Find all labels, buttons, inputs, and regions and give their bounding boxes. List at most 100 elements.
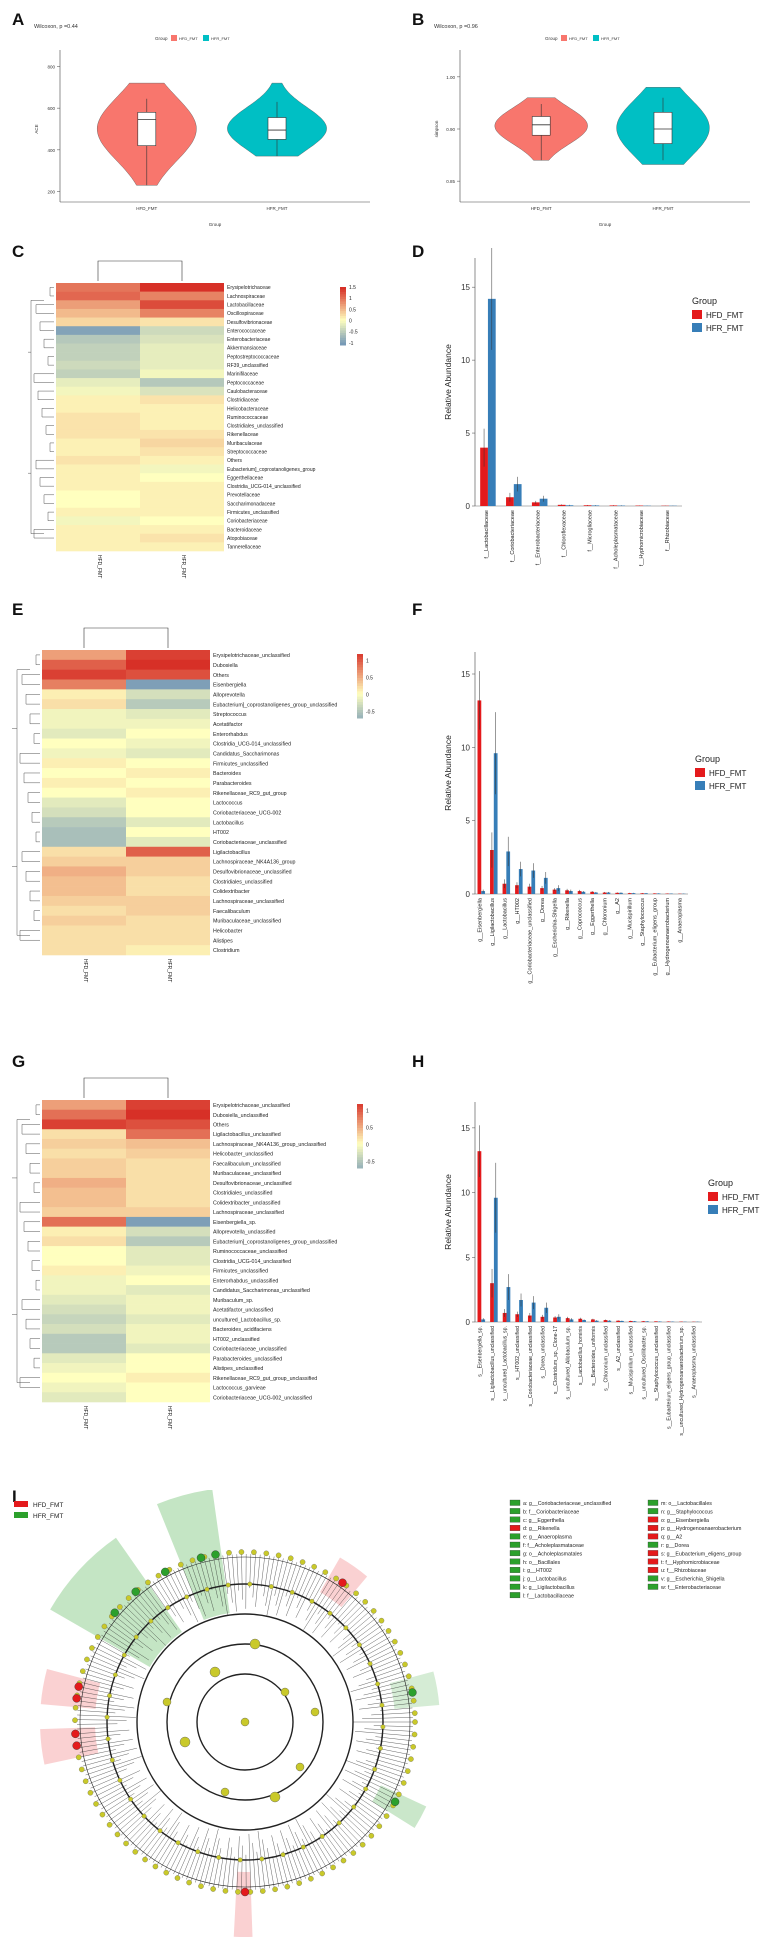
- heatmap-cell: [140, 412, 224, 422]
- leaf-node: [322, 1569, 329, 1575]
- leaf-node: [237, 1857, 243, 1863]
- key-entry: e: g__Anaeroplasma: [523, 1535, 572, 1541]
- bar-hfd_fmt: [540, 1316, 545, 1322]
- heatmap-cell: [56, 490, 140, 500]
- heatmap-cell: [126, 699, 210, 710]
- y-axis-label: ACE: [34, 124, 39, 133]
- heatmap-row-label: Dubosiella: [213, 663, 238, 669]
- heatmap-row-label: Marinifilaceae: [227, 372, 258, 378]
- leaf-node: [330, 1864, 336, 1871]
- heatmap-cell: [42, 768, 126, 779]
- heatmap-cell: [56, 481, 140, 491]
- heatmap-row-label: Ruminococcaceae: [227, 415, 268, 421]
- y-tick-label: 10: [461, 743, 470, 752]
- key-entry: p: g__Hydrogenoanaerobacterium: [661, 1526, 742, 1532]
- heatmap-row-label: Parabacteroides: [213, 781, 252, 787]
- row-dendrogram: [12, 1104, 40, 1388]
- legend-swatch-hfr: [708, 1205, 718, 1214]
- color-legend-step: [357, 707, 363, 711]
- leaf-node: [82, 1778, 89, 1785]
- leaf-node: [101, 1623, 108, 1630]
- bar-hfd_fmt: [527, 886, 532, 894]
- heatmap-cell: [126, 1187, 210, 1198]
- heatmap-cell: [42, 1353, 126, 1364]
- x-tick-label: s__Bacteroides_uniformis: [591, 1326, 597, 1386]
- color-legend-step: [357, 664, 363, 668]
- heatmap-row-label: Clostridium: [213, 948, 240, 954]
- color-legend-label: -0.5: [366, 709, 375, 715]
- key-entry: b: f__Coriobacteriaceae: [523, 1509, 579, 1515]
- bar-hfd_fmt: [515, 885, 519, 894]
- chart-title: Wilcoxon, p =0.96: [434, 24, 478, 30]
- bar-hfd_fmt: [552, 889, 557, 894]
- leaf-node: [128, 1796, 133, 1802]
- heatmap-cell: [42, 925, 126, 936]
- x-tick-label: s__Eubacterium_eligens_group_unclassifie…: [666, 1326, 672, 1429]
- color-legend-step: [357, 702, 363, 706]
- y-tick-label: 200: [47, 190, 55, 195]
- heatmap-row-label: Eggerthellaceae: [227, 475, 263, 481]
- bar-hfr_fmt: [657, 1321, 662, 1322]
- leaf-node: [141, 1813, 147, 1819]
- color-legend-step: [340, 340, 346, 344]
- heatmap-cell: [42, 777, 126, 789]
- heatmap-row-label: Muribaculaceae: [227, 441, 263, 447]
- heatmap-row-label: Enterococcaceae: [227, 328, 266, 334]
- heatmap-cell: [42, 1148, 126, 1159]
- heatmap-cell: [126, 777, 210, 789]
- leaf-node: [363, 1786, 369, 1792]
- heatmap-cell: [126, 1158, 210, 1169]
- key-entry: k: g__Ligilactobacillus: [523, 1585, 575, 1591]
- heatmap-row-label: Ligilactobacillus_unclassified: [213, 1132, 281, 1138]
- heatmap-row-label: Colidextribacter: [213, 889, 250, 895]
- heatmap-row-label: Coriobacteriaceae: [227, 519, 268, 525]
- heatmap-column-label: HFR_FMT: [166, 1406, 172, 1429]
- bar-hfr_fmt: [606, 892, 611, 894]
- heatmap-cell: [126, 738, 210, 749]
- heatmap-row-label: Clostridiales_unclassified: [213, 879, 273, 885]
- color-legend-label: -1: [349, 341, 354, 347]
- leaf-node: [117, 1604, 123, 1610]
- legend-title: Group: [695, 754, 720, 764]
- key-swatch: [647, 1541, 659, 1548]
- color-legend-step: [340, 308, 346, 312]
- heatmap-row-label: Enterobacteriaceae: [227, 337, 271, 343]
- color-legend-step: [357, 1138, 363, 1142]
- leaf-node: [189, 1557, 196, 1564]
- color-legend-step: [357, 656, 363, 660]
- y-tick-label: 5: [466, 429, 471, 438]
- color-legend-step: [357, 654, 363, 658]
- clade-node: [269, 1791, 281, 1803]
- color-legend-label: 1: [349, 296, 352, 302]
- column-dendrogram: [97, 260, 183, 281]
- bar-hfd_fmt: [627, 893, 632, 894]
- heatmap-cell: [42, 935, 126, 946]
- legend-label-hfr: HFR_FMT: [706, 324, 743, 333]
- leaf-node: [308, 1875, 314, 1882]
- leaf-node: [300, 1844, 306, 1850]
- heatmap-cell: [56, 499, 140, 509]
- heatmap-cell: [126, 876, 210, 887]
- heatmap-cell: [42, 728, 126, 739]
- heatmap-cell: [42, 699, 126, 710]
- leaf-node: [405, 1673, 412, 1680]
- color-legend-label: -0.5: [366, 1159, 375, 1165]
- leaf-node: [178, 1561, 184, 1568]
- leaf-node: [296, 1880, 302, 1886]
- key-swatch: [509, 1567, 521, 1573]
- heatmap-cell: [126, 1314, 210, 1325]
- leaf-node: [272, 1886, 278, 1893]
- heatmap-row-label: Lachnospiraceae_NK4A136_group_unclassifi…: [213, 1142, 326, 1148]
- heatmap-column-label: HFD_FMT: [82, 959, 88, 982]
- bar-hfr_fmt: [544, 1307, 549, 1322]
- legend-title: Group: [155, 36, 168, 41]
- bar-hfd_fmt: [578, 1318, 583, 1322]
- bar-hfd_fmt: [557, 504, 566, 506]
- bar-hfd_fmt: [531, 502, 540, 506]
- clade-node: [240, 1717, 250, 1727]
- heatmap-cell: [140, 395, 224, 405]
- legend-swatch-hfr: [692, 323, 702, 332]
- leaf-node: [383, 1813, 390, 1819]
- key-swatch: [509, 1499, 521, 1506]
- heatmap-row-label: Enterorhabdus_unclassified: [213, 1278, 278, 1284]
